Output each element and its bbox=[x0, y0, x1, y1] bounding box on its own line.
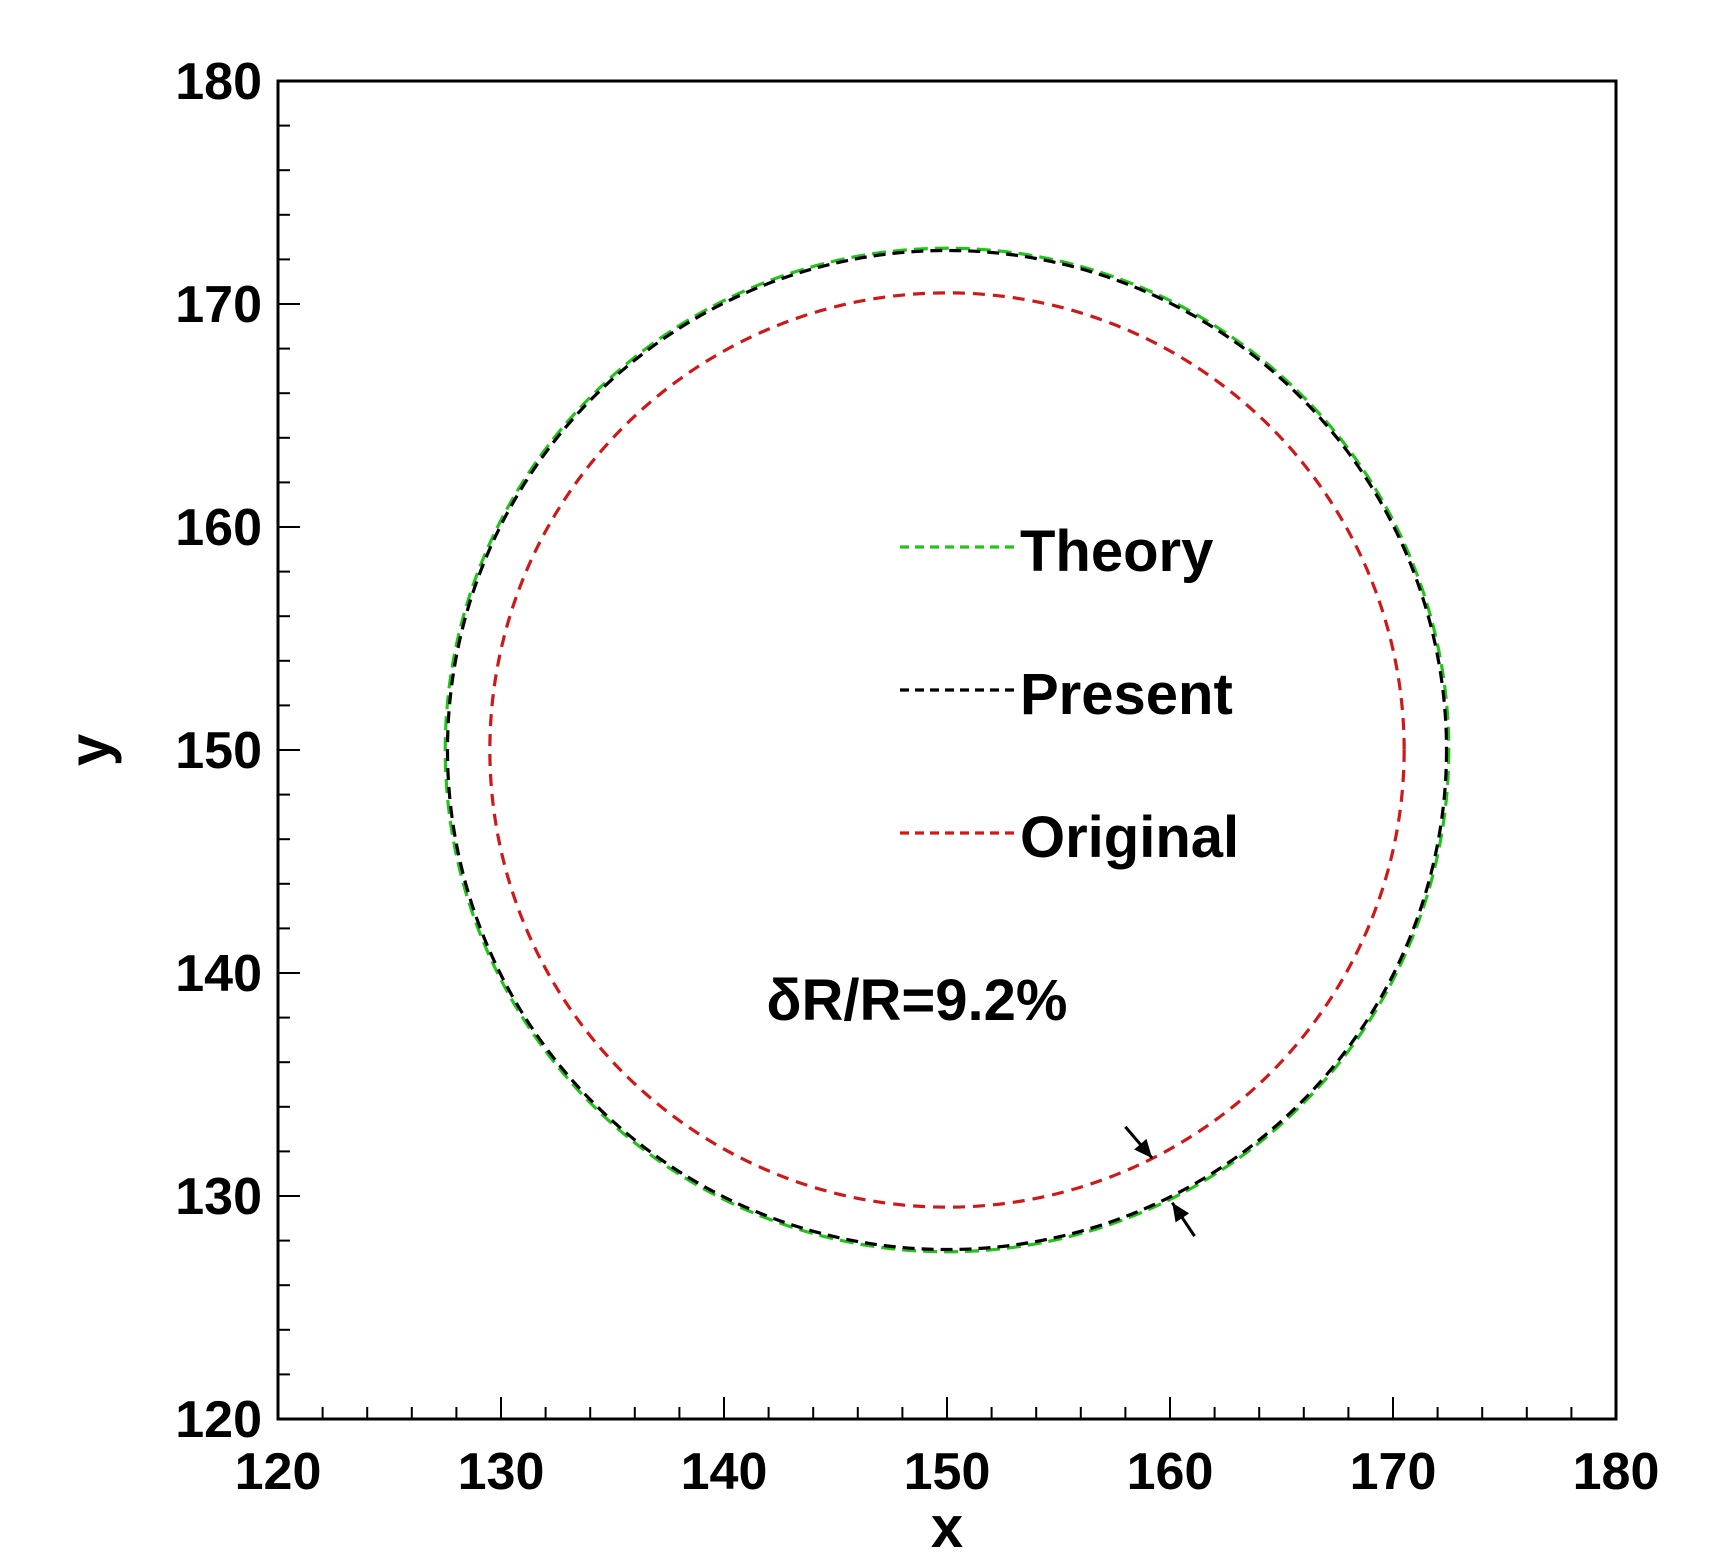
x-tick-label: 150 bbox=[904, 1443, 991, 1501]
arrow-head bbox=[1172, 1202, 1190, 1223]
x-axis-label: x bbox=[931, 1495, 963, 1560]
series-circle-present bbox=[445, 248, 1449, 1252]
legend-label-theory: Theory bbox=[1020, 519, 1213, 584]
legend-label-original: Original bbox=[1020, 805, 1239, 870]
y-tick-label: 180 bbox=[175, 53, 262, 111]
plot-frame bbox=[276, 79, 1618, 1421]
x-tick-label: 180 bbox=[1573, 1443, 1660, 1501]
series-layer bbox=[443, 246, 1451, 1254]
x-tick-label: 140 bbox=[681, 1443, 768, 1501]
y-tick-label: 130 bbox=[175, 1168, 262, 1226]
x-tick-label: 120 bbox=[235, 1443, 322, 1501]
tick-label-layer: 120 130 140 150 160 170 180 120 130 140 150 160 170 1… bbox=[175, 53, 1659, 1501]
legend-label-present: Present bbox=[1020, 662, 1233, 727]
legend: Theory Present Original bbox=[900, 519, 1239, 870]
y-axis-label: y bbox=[58, 734, 123, 766]
series-circle-theory bbox=[443, 246, 1451, 1254]
arrow-head bbox=[1134, 1138, 1153, 1159]
y-tick-label: 120 bbox=[175, 1391, 262, 1449]
x-tick-label: 130 bbox=[458, 1443, 545, 1501]
y-tick-label: 170 bbox=[175, 276, 262, 334]
annotation-delta-r: δR/R=9.2% bbox=[766, 968, 1067, 1033]
x-tick-label: 160 bbox=[1127, 1443, 1214, 1501]
y-tick-label: 160 bbox=[175, 499, 262, 557]
series-circle-original bbox=[488, 291, 1406, 1209]
ticks-layer bbox=[277, 80, 1617, 1420]
arrow-layer bbox=[1124, 1125, 1196, 1237]
x-tick-label: 170 bbox=[1350, 1443, 1437, 1501]
y-tick-label: 140 bbox=[175, 945, 262, 1003]
y-tick-label: 150 bbox=[175, 722, 262, 780]
